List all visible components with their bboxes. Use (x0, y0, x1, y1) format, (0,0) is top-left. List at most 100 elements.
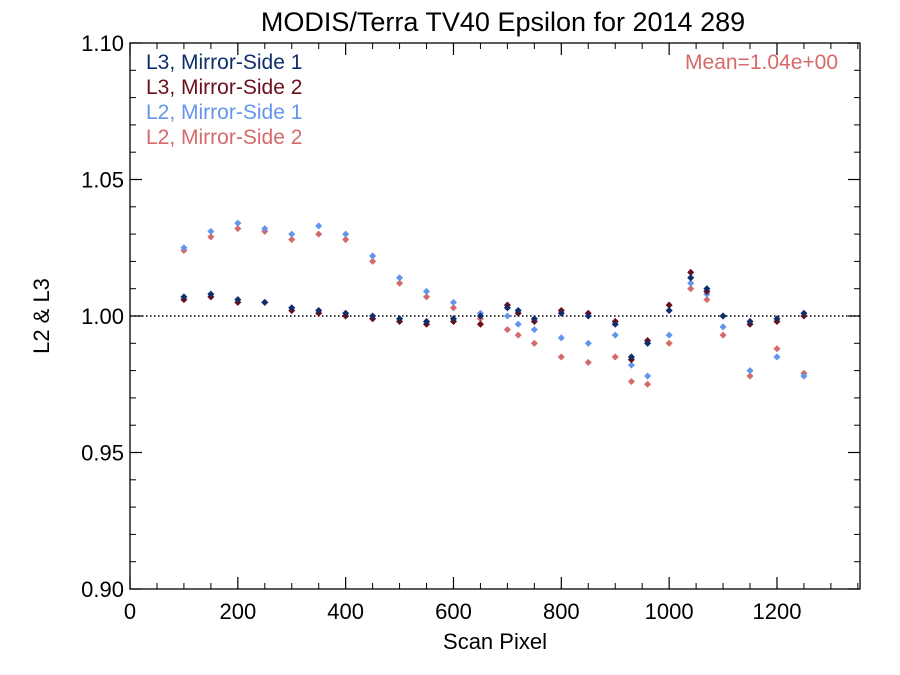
data-point (557, 334, 565, 342)
data-point (584, 358, 592, 366)
data-point (315, 307, 323, 315)
series-4 (180, 225, 808, 388)
data-point (627, 377, 635, 386)
data-point (514, 320, 522, 328)
y-axis-label: L2 & L3 (29, 278, 54, 354)
data-point (557, 353, 565, 361)
data-point (584, 312, 592, 320)
series-points (180, 219, 808, 388)
data-point (665, 331, 673, 339)
y-tick-label: 1.10 (81, 31, 124, 56)
mean-annotation: Mean=1.04e+00 (685, 51, 838, 74)
data-point (234, 225, 242, 233)
data-point (234, 296, 242, 304)
data-point (476, 312, 484, 320)
data-point (342, 230, 350, 238)
data-point (719, 323, 727, 331)
data-point (687, 274, 695, 282)
data-point (665, 301, 673, 309)
data-point (396, 315, 404, 323)
data-point (503, 312, 511, 320)
data-point (288, 236, 296, 244)
data-point (746, 372, 754, 380)
data-point (396, 279, 404, 287)
y-tick-label: 0.90 (81, 577, 124, 602)
legend-entry: L2, Mirror-Side 1 (146, 101, 302, 124)
data-point (687, 268, 695, 276)
x-tick-label: 600 (435, 599, 472, 624)
data-point (719, 312, 727, 320)
data-point (627, 353, 635, 361)
y-tick-label: 1.05 (81, 168, 124, 193)
data-point (773, 353, 781, 361)
data-point (369, 312, 377, 320)
data-point (449, 298, 458, 306)
data-point (773, 345, 781, 353)
data-point (514, 307, 522, 315)
data-point (476, 320, 484, 328)
legend-entry: L3, Mirror-Side 1 (146, 51, 302, 74)
data-point (207, 227, 215, 235)
chart-title: MODIS/Terra TV40 Epsilon for 2014 289 (261, 7, 745, 37)
data-point (644, 339, 652, 347)
data-point (180, 244, 188, 252)
y-tick-label: 1.00 (81, 304, 124, 329)
data-point (746, 367, 754, 375)
legend: L3, Mirror-Side 1L3, Mirror-Side 2L2, Mi… (146, 51, 302, 149)
data-point (514, 331, 522, 339)
data-point (503, 326, 511, 334)
data-point (369, 257, 377, 265)
series-1 (180, 274, 808, 361)
data-point (396, 274, 404, 282)
x-axis-ticks: 0 200 400 600 800 1000 1200 (124, 43, 859, 624)
data-point (773, 315, 781, 323)
legend-entry: L3, Mirror-Side 2 (146, 76, 302, 99)
data-point (687, 279, 695, 287)
data-point (288, 230, 296, 238)
data-point (584, 339, 592, 347)
x-tick-label: 1000 (645, 599, 694, 624)
x-axis-label: Scan Pixel (443, 629, 547, 654)
data-point (422, 317, 431, 325)
series-3 (180, 219, 808, 380)
data-point (627, 361, 635, 369)
x-tick-label: 1200 (752, 599, 801, 624)
data-point (422, 287, 431, 295)
data-point (746, 317, 754, 325)
data-point (207, 233, 215, 241)
data-point (315, 230, 323, 238)
data-point (644, 372, 652, 380)
data-point (530, 339, 538, 347)
y-axis-ticks: 0.90 0.95 1.00 1.05 1.10 (81, 31, 860, 602)
x-tick-label: 800 (543, 599, 580, 624)
data-point (207, 290, 215, 298)
x-tick-label: 200 (219, 599, 256, 624)
data-point (342, 236, 350, 244)
data-point (449, 315, 458, 323)
data-point (665, 307, 673, 315)
data-point (369, 252, 377, 260)
data-point (557, 309, 565, 317)
data-point (703, 296, 711, 304)
data-point (800, 372, 808, 380)
legend-entry: L2, Mirror-Side 2 (146, 126, 302, 149)
y-tick-label: 0.95 (81, 441, 124, 466)
data-point (703, 285, 711, 293)
data-point (342, 309, 350, 317)
data-point (449, 304, 458, 312)
x-tick-label: 400 (327, 599, 364, 624)
data-point (261, 225, 269, 233)
data-point (800, 309, 808, 317)
data-point (180, 293, 188, 301)
data-point (611, 331, 619, 339)
data-point (687, 285, 695, 293)
data-point (530, 315, 538, 323)
data-point (261, 298, 269, 306)
data-point (719, 331, 727, 339)
data-point (665, 339, 673, 347)
data-point (503, 304, 511, 312)
data-point (611, 353, 619, 361)
data-point (644, 380, 652, 388)
data-point (611, 320, 619, 328)
